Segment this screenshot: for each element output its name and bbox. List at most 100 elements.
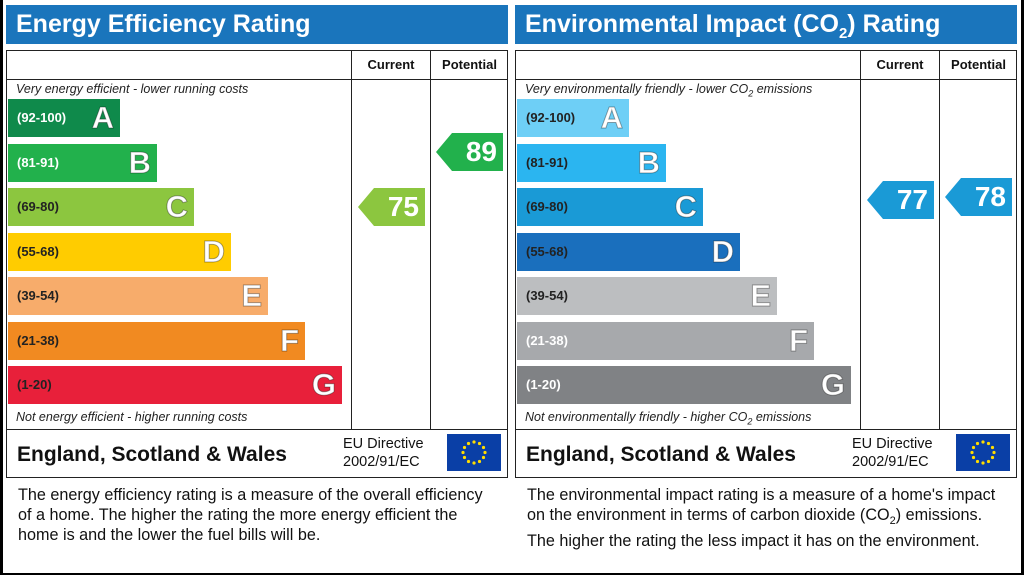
current-column-divider (351, 51, 352, 430)
eu-flag-icon (956, 434, 1010, 471)
eu-directive-text: EU Directive 2002/91/EC (852, 435, 933, 471)
band-range: (55-68) (17, 244, 59, 259)
band-range: (69-80) (17, 199, 59, 214)
environmental-rating-box: Current Potential Very environmentally f… (515, 50, 1017, 478)
description-part-1: The environmental impact rating is a mea… (527, 486, 996, 524)
band-letter: C (165, 189, 188, 225)
band-letter: F (789, 323, 809, 359)
band-letter: D (202, 234, 225, 270)
description-subscript: 2 (889, 515, 896, 528)
band-a: (92-100) A (517, 99, 629, 137)
top-note-part-1: Very environmentally friendly - lower CO (525, 82, 749, 96)
potential-rating-arrow: 78 (945, 178, 1012, 216)
band-letter: A (91, 100, 114, 136)
band-b: (81-91) B (8, 144, 157, 182)
band-letter: E (241, 278, 263, 314)
band-f: (21-38) F (517, 322, 814, 360)
band-c: (69-80) C (517, 188, 703, 226)
band-range: (1-20) (526, 377, 561, 392)
potential-rating-arrow: 89 (436, 133, 503, 171)
band-range: (81-91) (526, 155, 568, 170)
title-part-3: ) Rating (847, 10, 941, 38)
energy-efficiency-title: Energy Efficiency Rating (6, 5, 508, 44)
eu-stars-icon (461, 440, 487, 465)
frame-right-border (1021, 0, 1024, 575)
arrow-point (358, 188, 374, 226)
eu-directive-line2: 2002/91/EC (343, 454, 420, 470)
top-note: Very environmentally friendly - lower CO… (525, 82, 812, 99)
current-rating-value: 75 (387, 191, 419, 222)
band-letter: B (637, 145, 660, 181)
band-range: (81-91) (17, 155, 59, 170)
environmental-impact-title: Environmental Impact (CO2) Rating (515, 5, 1017, 44)
current-column-header: Current (876, 57, 924, 72)
eu-stars-icon (970, 440, 996, 465)
band-letter: B (128, 145, 151, 181)
environmental-description: The environmental impact rating is a mea… (527, 485, 1007, 551)
band-range: (92-100) (526, 110, 576, 125)
band-letter: E (750, 278, 772, 314)
potential-rating-value: 89 (465, 136, 497, 167)
footer-divider (516, 429, 1016, 430)
band-range: (1-20) (17, 377, 52, 392)
band-b: (81-91) B (517, 144, 666, 182)
bottom-note-part-3: emissions (752, 410, 812, 424)
band-g: (1-20) G (517, 366, 851, 404)
top-note: Very energy efficient - lower running co… (16, 82, 249, 96)
band-e: (39-54) E (8, 277, 268, 315)
band-range: (69-80) (526, 199, 568, 214)
description-part-3: ) emissions. The higher the rating the l… (527, 506, 983, 551)
header-divider (516, 79, 1016, 80)
bottom-note-subscript: 2 (747, 416, 753, 427)
frame-bottom-border (0, 573, 1024, 575)
band-f: (21-38) F (8, 322, 305, 360)
band-range: (55-68) (526, 244, 568, 259)
footer-divider (7, 429, 507, 430)
country-label: England, Scotland & Wales (526, 443, 796, 466)
header-divider (7, 79, 507, 80)
bottom-note-part-1: Not environmentally friendly - higher CO (525, 410, 748, 424)
band-g: (1-20) G (8, 366, 342, 404)
current-column-header: Current (367, 57, 415, 72)
current-rating-arrow: 75 (358, 188, 425, 226)
band-d: (55-68) D (8, 233, 231, 271)
environmental-impact-panel: Environmental Impact (CO2) Rating Curren… (515, 0, 1017, 575)
band-d: (55-68) D (517, 233, 740, 271)
eu-flag-icon (447, 434, 501, 471)
band-e: (39-54) E (517, 277, 777, 315)
band-letter: A (600, 100, 623, 136)
bottom-note: Not environmentally friendly - higher CO… (525, 410, 811, 427)
band-range: (21-38) (526, 333, 568, 348)
eu-directive-text: EU Directive 2002/91/EC (343, 435, 424, 471)
bottom-note: Not energy efficient - higher running co… (16, 410, 248, 424)
potential-column-divider (430, 51, 431, 430)
title-subscript: 2 (838, 25, 848, 42)
potential-column-divider (939, 51, 940, 430)
potential-column-header: Potential (442, 57, 497, 72)
band-range: (39-54) (526, 288, 568, 303)
band-letter: D (711, 234, 734, 270)
band-letter: G (311, 367, 336, 403)
band-a: (92-100) A (8, 99, 120, 137)
current-rating-value: 77 (896, 184, 928, 215)
potential-rating-value: 78 (974, 181, 1006, 212)
energy-rating-box: Current Potential Very energy efficient … (6, 50, 508, 478)
potential-column-header: Potential (951, 57, 1006, 72)
band-c: (69-80) C (8, 188, 194, 226)
top-note-part-3: emissions (753, 82, 813, 96)
band-range: (21-38) (17, 333, 59, 348)
band-letter: C (674, 189, 697, 225)
eu-directive-line1: EU Directive (852, 436, 933, 452)
band-range: (92-100) (17, 110, 67, 125)
top-note-subscript: 2 (748, 88, 754, 99)
band-letter: F (280, 323, 300, 359)
energy-efficiency-panel: Energy Efficiency Rating Current Potenti… (6, 0, 508, 575)
current-rating-arrow: 77 (867, 181, 934, 219)
band-letter: G (820, 367, 845, 403)
band-range: (39-54) (17, 288, 59, 303)
eu-directive-line2: 2002/91/EC (852, 454, 929, 470)
country-label: England, Scotland & Wales (17, 443, 287, 466)
energy-description: The energy efficiency rating is a measur… (18, 486, 483, 544)
eu-directive-line1: EU Directive (343, 436, 424, 452)
arrow-point (436, 133, 452, 171)
